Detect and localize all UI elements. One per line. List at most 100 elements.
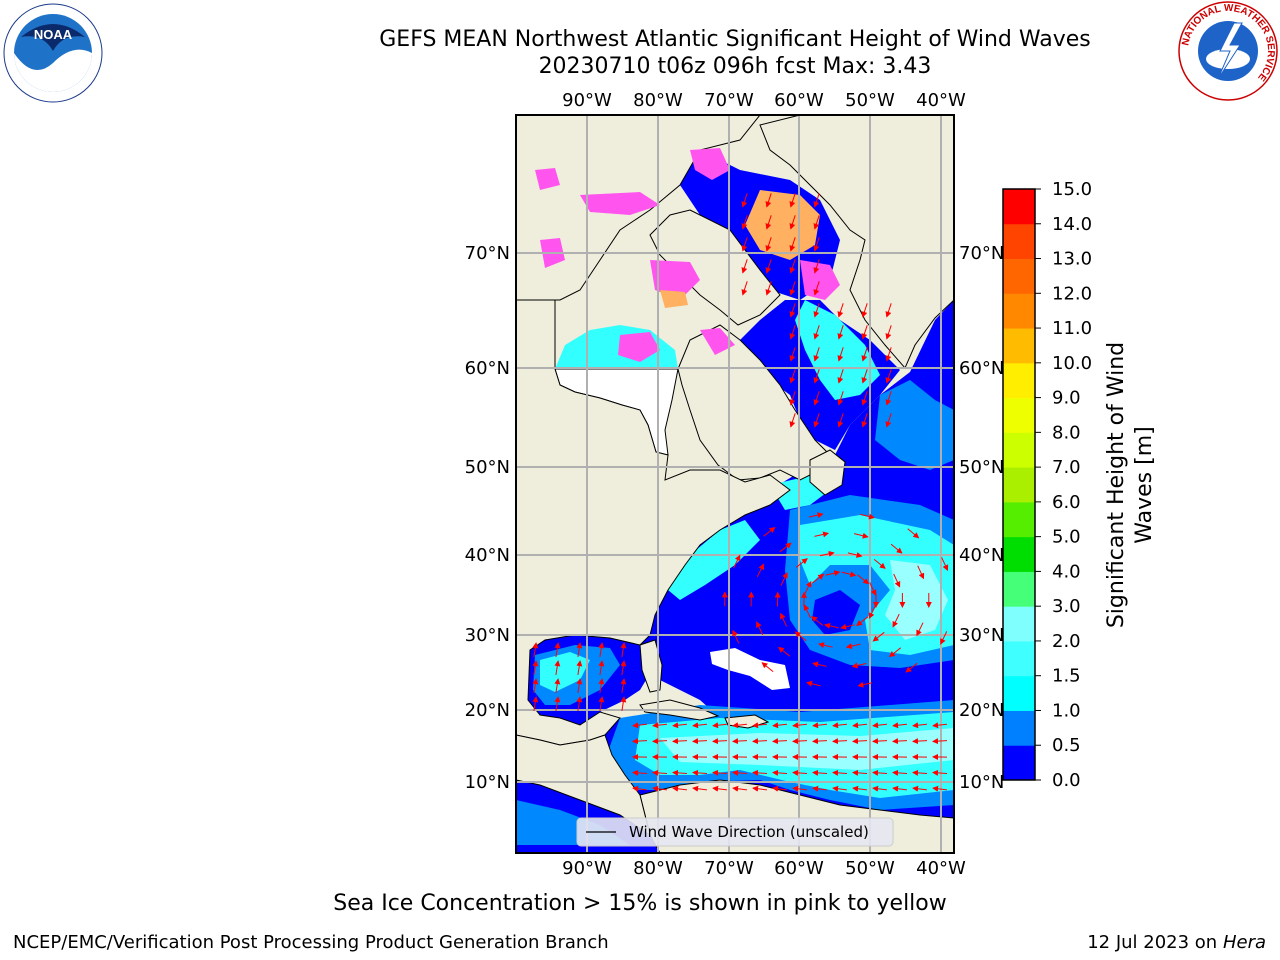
wind-wave-arrow: [576, 696, 583, 711]
wind-wave-arrow: [789, 259, 796, 274]
wind-wave-arrow: [885, 413, 892, 428]
wind-wave-arrow: [789, 325, 796, 340]
colorbar-segment: [1003, 501, 1035, 538]
wind-wave-arrow: [692, 738, 708, 745]
wind-wave-arrow: [837, 303, 844, 318]
footer-date-text: 12 Jul 2023 on: [1087, 932, 1223, 953]
wind-wave-arrow: [885, 303, 892, 318]
footer-credit: NCEP/EMC/Verification Post Processing Pr…: [13, 932, 609, 953]
lon-label: 70°W: [704, 858, 754, 879]
wind-wave-arrow: [853, 532, 869, 539]
colorbar-tick-label: 11.0: [1052, 318, 1092, 339]
wind-wave-arrow: [652, 769, 668, 776]
colorbar-tick-label: 1.5: [1052, 666, 1081, 687]
map-panel: [516, 115, 954, 853]
wind-wave-arrow: [819, 550, 835, 557]
wind-wave-arrow: [752, 722, 767, 729]
wind-wave-arrow: [795, 558, 808, 568]
colorbar-tick-label: 14.0: [1052, 214, 1092, 235]
lon-label: 60°W: [774, 90, 824, 111]
colorbar-segment: [1003, 571, 1035, 607]
wind-wave-arrow: [812, 722, 827, 729]
wind-wave-arrow: [792, 722, 807, 729]
wind-wave-arrow: [932, 785, 947, 792]
wind-wave-arrow: [813, 215, 820, 230]
wind-wave-arrows: [532, 193, 949, 792]
wind-wave-arrow: [888, 647, 902, 658]
wind-wave-arrow: [620, 678, 627, 693]
wind-wave-arrow: [832, 722, 847, 729]
wind-wave-arrow: [765, 215, 772, 230]
wind-wave-arrow: [885, 369, 892, 384]
colorbar-segment: [1003, 328, 1035, 364]
wind-wave-arrow: [893, 573, 901, 588]
wind-wave-arrow: [789, 413, 796, 428]
wind-wave-arrow: [763, 526, 776, 537]
legend-box: [576, 817, 894, 847]
lat-label: 60°N: [465, 358, 510, 379]
wind-wave-arrow: [837, 391, 844, 406]
wind-wave-arrow: [860, 513, 875, 520]
lat-label: 70°N: [959, 243, 1004, 264]
wind-wave-arrow: [779, 542, 792, 553]
gyre-east-high: [885, 560, 948, 640]
wind-wave-arrow: [778, 646, 791, 657]
colorbar-segment: [1003, 223, 1035, 260]
lon-label: 40°W: [916, 858, 966, 879]
colorbar-segment: [1003, 640, 1035, 677]
wind-wave-arrow: [652, 722, 667, 729]
baffin-island: [649, 209, 781, 326]
wind-wave-arrow: [813, 347, 820, 362]
wind-wave-arrow: [892, 722, 907, 729]
greenland: [759, 115, 954, 369]
wind-wave-arrow: [852, 785, 867, 792]
wind-wave-arrow: [840, 623, 855, 630]
wind-wave-arrow: [620, 660, 627, 675]
wind-wave-arrow: [812, 738, 828, 745]
colorbar-ticks: 0.0 0.5 1.0 1.5 2.0 3.0 4.0 5.0 6.0 7.0 8.0 9.0 10.0…: [1035, 179, 1092, 791]
wind-wave-arrow: [813, 281, 820, 296]
wind-wave-arrow: [780, 612, 788, 627]
wind-wave-arrow: [792, 785, 807, 792]
wind-wave-arrow: [892, 613, 900, 628]
wind-wave-arrow: [847, 552, 863, 558]
wind-wave-arrow: [872, 738, 888, 745]
wind-wave-arrow: [872, 769, 888, 776]
colorbar-tick-label: 9.0: [1052, 388, 1081, 409]
colorbar-frame: [1002, 188, 1036, 781]
lon-label: 60°W: [774, 858, 824, 879]
colorbar-segment: [1003, 258, 1035, 294]
wind-wave-arrow: [794, 631, 807, 642]
wind-wave-arrow: [861, 303, 868, 318]
wind-wave-arrow: [837, 369, 844, 384]
colorbar-tick-label: 12.0: [1052, 283, 1092, 304]
wind-wave-arrow: [907, 528, 920, 539]
lat-label: 70°N: [465, 243, 510, 264]
wind-wave-arrow: [885, 325, 892, 340]
wind-wave-arrow: [554, 696, 561, 711]
colorbar-label: Significant Height of Wind Waves [m]: [1104, 342, 1157, 628]
greenland-mid: [875, 380, 954, 470]
wind-wave-arrow: [869, 582, 877, 596]
us-east-coast-shelf: [668, 520, 760, 600]
wind-wave-arrow: [789, 215, 796, 230]
wind-wave-arrow: [872, 785, 887, 792]
lon-label: 50°W: [845, 858, 895, 879]
wind-wave-arrow: [672, 722, 687, 729]
wind-wave-arrow: [861, 347, 868, 362]
wind-wave-arrow: [808, 512, 824, 519]
wind-wave-arrow: [851, 662, 867, 669]
lon-label: 80°W: [633, 858, 683, 879]
wind-wave-arrow: [885, 391, 892, 406]
wind-wave-arrow: [598, 642, 605, 657]
wind-wave-arrow: [576, 642, 583, 657]
lat-label: 20°N: [465, 700, 510, 721]
wind-wave-arrow: [532, 696, 539, 711]
lat-label: 30°N: [465, 625, 510, 646]
lat-label: 20°N: [959, 700, 1004, 721]
wind-wave-arrow: [752, 738, 768, 745]
colorbar-segment: [1003, 189, 1035, 225]
noaa-logo: NOAA: [3, 3, 103, 103]
colorbar-tick-label: 5.0: [1052, 527, 1081, 548]
